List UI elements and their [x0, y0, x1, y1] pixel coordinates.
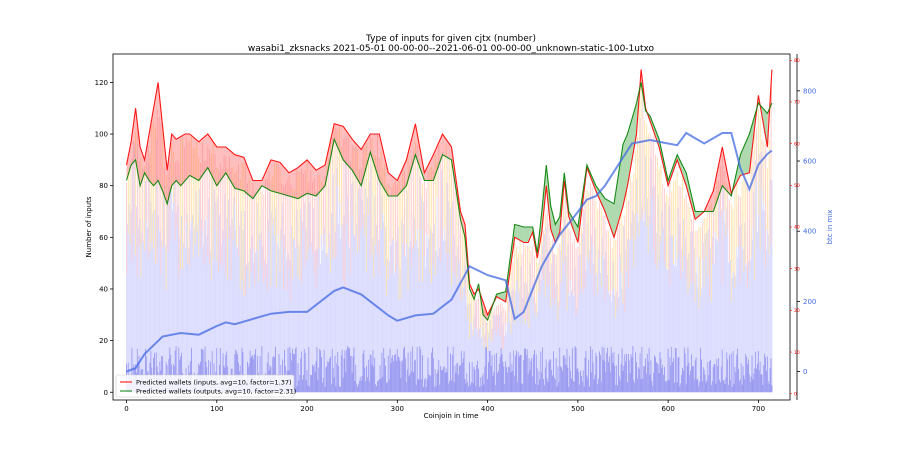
fill-between-segment [627, 118, 633, 186]
fill-between-segment [158, 82, 163, 191]
y-tick-label: 60 [99, 234, 108, 242]
fill-between-segment [180, 134, 186, 186]
chart-title: Type of inputs for given cjtx (number) [365, 34, 536, 44]
y3-axis: 0 10 20 30 40 50 60 70 80 [790, 58, 800, 397]
legend-label-outputs: Predicted wallets (outputs, avg=10, fact… [136, 388, 296, 396]
x-tick-label: 0 [124, 405, 128, 413]
x-tick-label: 100 [210, 405, 223, 413]
fill-between-segment [261, 159, 271, 191]
y2-tick-label: 800 [803, 87, 816, 95]
fill-between-segment [298, 159, 308, 199]
fill-between-segment [496, 291, 506, 302]
fill-between-segment [334, 123, 344, 160]
fill-between-segment [370, 134, 380, 181]
fill-between-segment [433, 134, 443, 181]
fill-between-segment [604, 198, 614, 238]
fill-between-segment [243, 157, 253, 199]
legend-box [115, 374, 295, 398]
x-axis: 0 100 200 300 400 500 600 700 [124, 400, 765, 413]
y3-tick-label: 80 [794, 58, 800, 64]
fill-between-segment [550, 206, 556, 243]
x-tick-label: 200 [300, 405, 313, 413]
chart-subtitle: wasabi1_zksnacks 2021-05-01 00-00-00--20… [248, 44, 655, 54]
fill-between-segment [424, 154, 434, 181]
x-tick-label: 500 [571, 405, 584, 413]
fill-between-segment [198, 134, 208, 181]
legend: Predicted wallets (inputs, avg=10, facto… [115, 374, 296, 398]
x-tick-label: 600 [661, 405, 674, 413]
y-tick-label: 20 [99, 337, 108, 345]
series-line-outputs [125, 82, 773, 322]
fill-between-segment [406, 123, 416, 186]
background-bars-layer [126, 85, 773, 393]
fill-between-segment [176, 136, 181, 186]
fill-between-segment [379, 134, 389, 197]
x-tick-label: 700 [752, 405, 765, 413]
series-lines-layer [125, 69, 773, 373]
y-tick-label: 40 [99, 285, 108, 293]
fill-between-segment [225, 146, 235, 189]
y3-tick-label: 50 [794, 183, 800, 189]
y2-tick-label: 0 [803, 368, 807, 376]
series-line-btc-in-mix [126, 131, 773, 373]
fill-between-segment [307, 159, 317, 197]
y3-tick-label: 30 [794, 266, 800, 272]
y-tick-label: 120 [95, 79, 108, 87]
y2-tick-label: 600 [803, 158, 816, 166]
fill-between-segment [131, 108, 136, 166]
y3-tick-label: 0 [794, 391, 797, 397]
fill-between-segment [361, 134, 371, 186]
y3-tick-label: 70 [794, 100, 800, 106]
fill-between-segment [185, 134, 190, 181]
y-tick-label: 100 [95, 131, 108, 139]
fill-between-segment [713, 146, 723, 212]
fill-between-segment [252, 180, 262, 199]
fill-between-segment [153, 82, 159, 186]
legend-label-inputs: Predicted wallets (inputs, avg=10, facto… [136, 379, 292, 387]
y2-tick-label: 400 [803, 228, 816, 236]
fill-between-segment [325, 123, 335, 186]
y-tick-label: 0 [104, 389, 108, 397]
fill-between-segment [343, 126, 353, 171]
y-axis: 0 20 40 60 80 100 120 [95, 79, 113, 397]
fill-between-segment [523, 227, 529, 243]
y3-tick-label: 10 [794, 350, 800, 356]
fill-between-segment [740, 134, 750, 176]
y2-tick-label: 200 [803, 298, 816, 306]
fill-between-segment [207, 134, 217, 186]
y2-axis: 0 200 400 600 800 [797, 87, 816, 376]
x-tick-label: 300 [391, 405, 404, 413]
y3-tick-label: 60 [794, 141, 800, 147]
x-axis-label: Coinjoin in time [424, 412, 479, 420]
x-tick-label: 400 [481, 405, 494, 413]
fill-between-segment [234, 154, 244, 191]
fill-between-segment [289, 167, 299, 199]
fill-between-segment [352, 139, 362, 186]
fill-between-segment [613, 144, 624, 238]
fill-between-segment [171, 134, 177, 186]
fill-between-segment [189, 134, 199, 181]
fill-between-segment [149, 108, 154, 186]
fill-between-segment [167, 134, 172, 204]
y3-tick-label: 40 [794, 225, 800, 231]
fill-between-segment [126, 141, 132, 181]
y3-tick-label: 20 [794, 308, 800, 314]
fill-between-segment [144, 134, 150, 181]
fill-between-segment [442, 134, 452, 160]
fill-between-segment [397, 159, 407, 197]
fill-between-segment [162, 126, 168, 204]
fill-between-segment [270, 159, 280, 194]
y-axis-label: Number of inputs [85, 196, 93, 257]
y2-axis-label: btc in mix [826, 210, 834, 245]
fill-between-segment [632, 103, 637, 160]
y-tick-label: 80 [99, 182, 108, 190]
